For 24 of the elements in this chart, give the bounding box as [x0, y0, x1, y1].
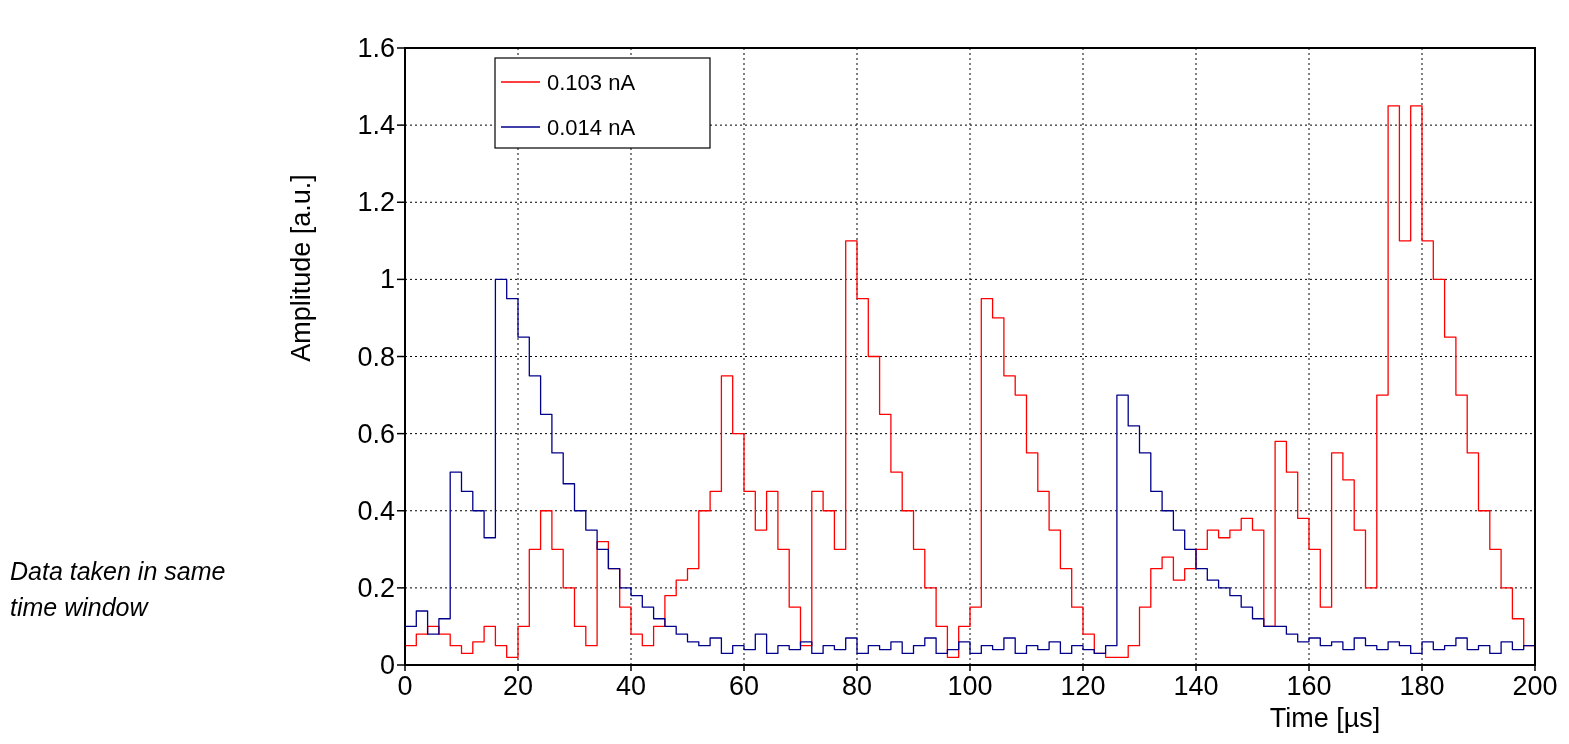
text: Data taken in same time window [10, 557, 226, 621]
x-tick-label: 160 [1286, 671, 1332, 701]
y-tick-label: 0.2 [357, 572, 395, 603]
x-tick-label: 100 [947, 671, 993, 701]
x-tick-label: 140 [1173, 671, 1219, 701]
x-axis-title: Time [µs] [1269, 703, 1381, 733]
x-tick-label: 80 [841, 671, 873, 701]
y-tick-label: 0.4 [357, 495, 395, 526]
y-axis-title: Amplitude [a.u.] [286, 174, 316, 362]
x-tick-label: 120 [1060, 671, 1106, 701]
y-tick-label: 0 [379, 650, 395, 680]
x-tick-label: 60 [728, 671, 760, 701]
legend-label: 0.103 nA [547, 70, 636, 95]
y-tick-label: 0.6 [357, 418, 395, 449]
x-tick-label: 20 [502, 671, 534, 701]
legend-label: 0.014 nA [547, 115, 636, 140]
y-tick-label: 1 [379, 264, 395, 295]
y-tick-label: 1.2 [357, 187, 395, 218]
x-tick-label: 40 [615, 671, 647, 701]
x-tick-label: 200 [1512, 671, 1558, 701]
y-tick-label: 1.4 [357, 110, 395, 141]
x-tick-label: 180 [1399, 671, 1445, 701]
y-tick-label: 0.8 [357, 341, 395, 372]
y-tick-label: 1.6 [357, 33, 395, 63]
